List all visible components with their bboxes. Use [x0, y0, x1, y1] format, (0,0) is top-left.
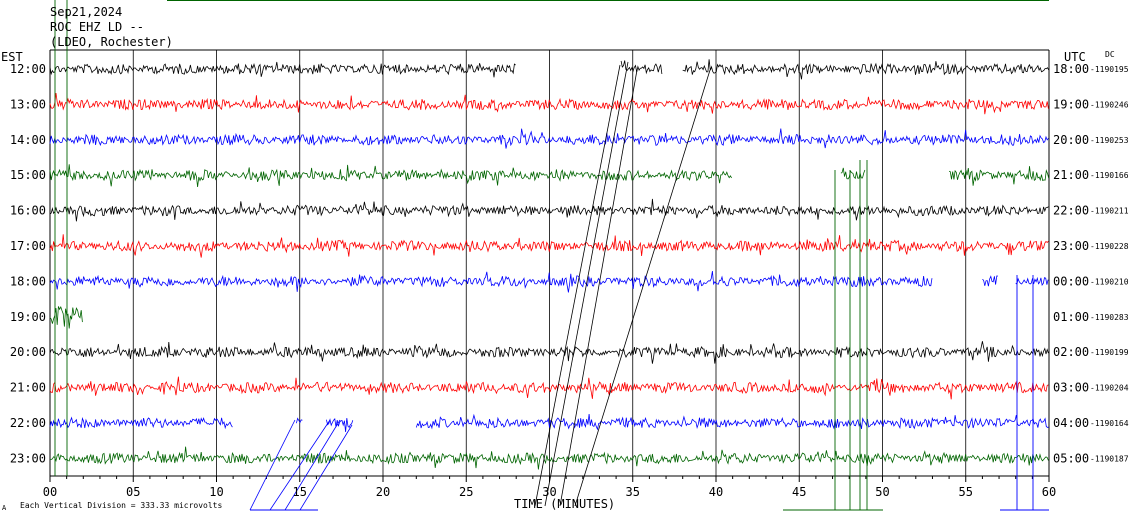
dc-offset-label: -1190228	[1090, 242, 1129, 251]
utc-hour-label: 03:00	[1053, 381, 1089, 395]
x-tick-label: 40	[709, 485, 723, 499]
artifact-diagonal-line	[249, 419, 296, 511]
trace-line	[49, 198, 1049, 222]
x-tick-label: 60	[1042, 485, 1056, 499]
utc-hour-label: 01:00	[1053, 310, 1089, 324]
utc-hour-label: 19:00	[1053, 97, 1089, 111]
est-hour-label: 16:00	[10, 204, 46, 218]
utc-hour-label: 04:00	[1053, 416, 1089, 430]
dc-offset-label: -1190166	[1090, 171, 1129, 180]
est-hour-label: 20:00	[10, 345, 46, 359]
x-tick-label: 10	[209, 485, 223, 499]
dc-offset-label: -1190187	[1090, 454, 1129, 463]
scale-mark: A	[2, 504, 7, 512]
left-timezone-label: EST	[1, 50, 23, 64]
est-hour-label: 22:00	[10, 416, 46, 430]
trace-line	[49, 413, 1049, 432]
est-hour-label: 12:00	[10, 62, 46, 76]
x-tick-label: 00	[43, 485, 57, 499]
x-tick-labels: 00 05 10 15 20 25 30 35 40 45 50 55 60	[43, 485, 1056, 499]
dc-offset-label: -1190246	[1090, 100, 1129, 109]
x-tick-label: 30	[542, 485, 556, 499]
left-hour-labels: 12:00 13:00 14:00 15:00 16:00 17:00 18:00 19:00…	[10, 62, 46, 465]
x-tick-label: 50	[875, 485, 889, 499]
header-network: (LDEO, Rochester)	[50, 35, 173, 49]
right-hour-labels: 18:00 19:00 20:00 21:00 22:00 23:00 00:00 01:00…	[1053, 62, 1089, 465]
x-tick-label: 45	[792, 485, 806, 499]
dc-offset-label: -1190199	[1090, 348, 1129, 357]
utc-hour-label: 05:00	[1053, 451, 1089, 465]
est-hour-label: 23:00	[10, 451, 46, 465]
x-tick-label: 55	[959, 485, 973, 499]
utc-hour-label: 02:00	[1053, 345, 1089, 359]
utc-hour-label: 18:00	[1053, 62, 1089, 76]
header-date: Sep21,2024	[50, 5, 122, 19]
artifact-diagonal-line	[299, 424, 353, 511]
trace-line	[49, 270, 1049, 293]
est-hour-label: 14:00	[10, 133, 46, 147]
utc-hour-label: 22:00	[1053, 204, 1089, 218]
artifact-diagonal-line	[544, 61, 629, 507]
dc-offset-label: -1190164	[1090, 419, 1129, 428]
header-channel: ROC EHZ LD --	[50, 20, 144, 34]
dc-offset-labels: -1190195 -1190246 -1190253 -1190166 -1190211…	[1090, 65, 1129, 463]
utc-hour-label: 00:00	[1053, 274, 1089, 288]
dc-offset-label: -1190283	[1090, 313, 1129, 322]
est-hour-label: 17:00	[10, 239, 46, 253]
utc-hour-label: 23:00	[1053, 239, 1089, 253]
x-tick-label: 05	[126, 485, 140, 499]
scale-note: Each Vertical Division = 333.33 microvol…	[20, 501, 222, 510]
x-tick-label: 20	[376, 485, 390, 499]
utc-hour-label: 21:00	[1053, 168, 1089, 182]
est-hour-label: 13:00	[10, 97, 46, 111]
right-timezone-label: UTC	[1064, 50, 1086, 64]
utc-hour-label: 20:00	[1053, 133, 1089, 147]
artifact-diagonal-line	[534, 64, 621, 507]
trace-line	[49, 234, 1049, 258]
trace-line	[49, 59, 1050, 80]
artifact-diagonal-line	[574, 69, 711, 507]
artifact-diagonal-line	[284, 419, 341, 511]
dc-offset-label: -1190211	[1090, 207, 1129, 216]
artifact-diagonal-line	[269, 419, 331, 511]
est-hour-label: 19:00	[10, 310, 46, 324]
x-tick-label: 35	[626, 485, 640, 499]
dc-offset-label: -1190253	[1090, 136, 1129, 145]
trace-line	[49, 92, 1049, 115]
x-tick-label: 15	[293, 485, 307, 499]
artifact-diagonal-line	[559, 69, 638, 507]
chart-grid	[49, 0, 1050, 482]
trace-line	[49, 376, 1049, 400]
trace-line	[49, 128, 1049, 149]
artifact-lines	[54, 0, 1049, 511]
est-hour-label: 15:00	[10, 168, 46, 182]
x-axis-label: TIME (MINUTES)	[514, 497, 615, 511]
trace-line	[49, 341, 1049, 364]
dc-offset-label: -1190204	[1090, 384, 1129, 393]
dc-offset-label: -1190195	[1090, 65, 1129, 74]
dc-offset-label: -1190210	[1090, 277, 1129, 286]
trace-lines	[49, 59, 1050, 470]
est-hour-label: 18:00	[10, 274, 46, 288]
dc-header-label: DC	[1105, 50, 1115, 59]
x-tick-label: 25	[459, 485, 473, 499]
est-hour-label: 21:00	[10, 381, 46, 395]
trace-line	[49, 446, 1049, 470]
